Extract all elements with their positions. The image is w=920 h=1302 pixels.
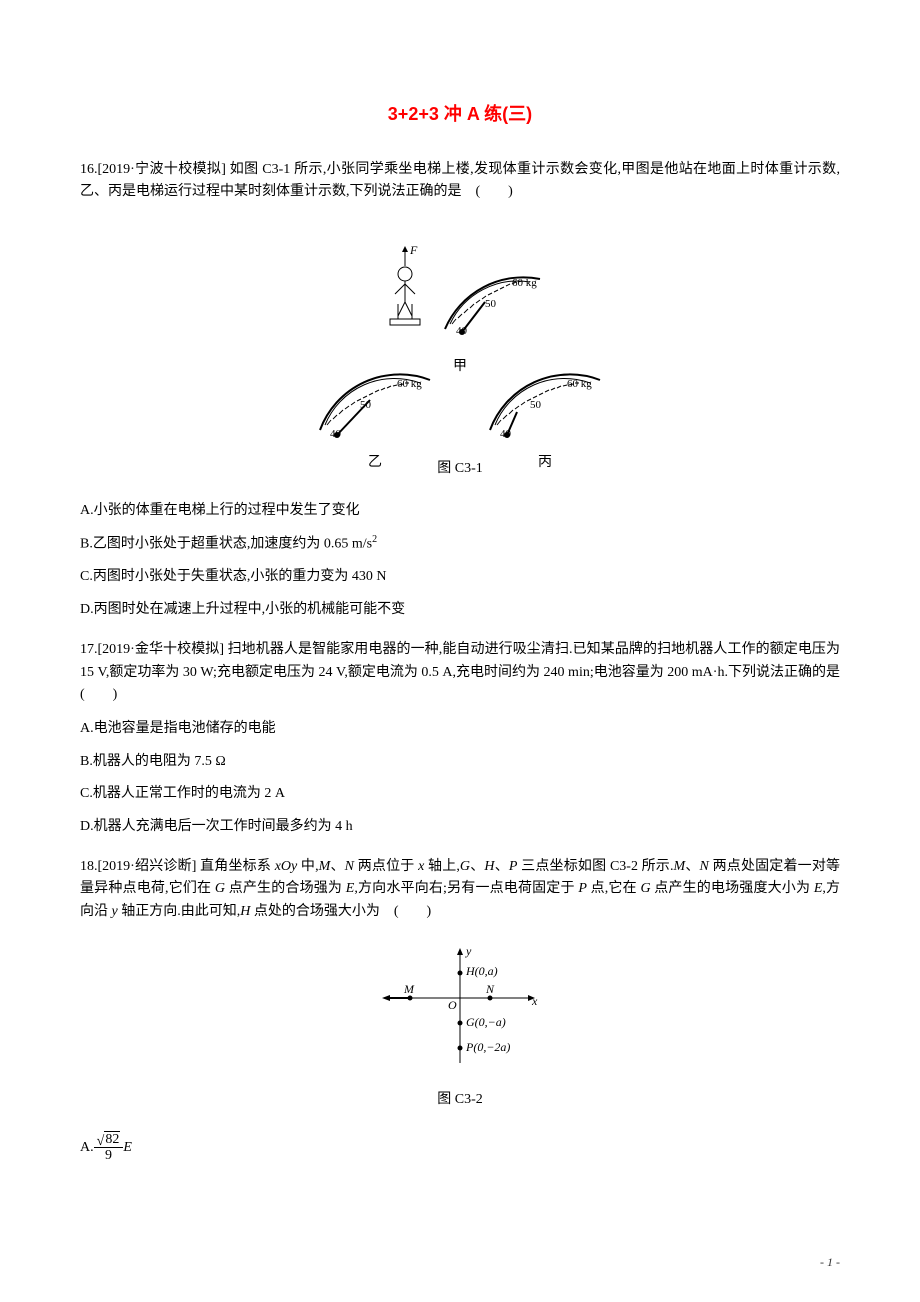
q18-stem: 18.[2019·绍兴诊断] 直角坐标系 xOy 中,M、N 两点位于 x 轴上… xyxy=(80,856,840,923)
svg-text:40: 40 xyxy=(456,325,468,337)
figure-c3-1-caption: 图 C3-1 xyxy=(80,458,840,480)
svg-text:F: F xyxy=(409,243,418,257)
figure-c3-1: F 40 xyxy=(80,224,840,480)
svg-text:x: x xyxy=(531,994,538,1008)
q17-option-b: B.机器人的电阻为 7.5 Ω xyxy=(80,751,840,773)
svg-text:H(0,a): H(0,a) xyxy=(465,964,498,978)
figure-c3-2-caption: 图 C3-2 xyxy=(370,1089,550,1111)
svg-text:N: N xyxy=(485,982,495,996)
gauge-jia-with-person: F 40 xyxy=(370,224,550,344)
q18-option-a: A.829E xyxy=(80,1132,840,1164)
page-title: 3+2+3 冲 A 练(三) xyxy=(80,100,840,129)
svg-text:G(0,−a): G(0,−a) xyxy=(466,1015,506,1029)
q16-option-a: A.小张的体重在电梯上行的过程中发生了变化 xyxy=(80,500,840,522)
q16-stem: 16.[2019·宁波十校模拟] 如图 C3-1 所示,小张同学乘坐电梯上楼,发… xyxy=(80,159,840,204)
svg-text:60 kg: 60 kg xyxy=(512,277,537,289)
svg-text:50: 50 xyxy=(485,298,497,310)
page-number: - 1 - xyxy=(820,1253,840,1272)
gauge-bing: 40 50 60 kg xyxy=(475,350,615,440)
q17-stem: 17.[2019·金华十校模拟] 扫地机器人是智能家用电器的一种,能自动进行吸尘… xyxy=(80,639,840,706)
svg-text:50: 50 xyxy=(360,399,372,411)
svg-text:40: 40 xyxy=(330,428,342,440)
q16-option-d: D.丙图时处在减速上升过程中,小张的机械能可能不变 xyxy=(80,599,840,621)
coordinate-diagram: y x O M N H(0,a) G(0,−a) P(0,−2a) xyxy=(370,943,550,1073)
q17-option-a: A.电池容量是指电池储存的电能 xyxy=(80,718,840,740)
svg-text:M: M xyxy=(403,982,415,996)
q16-option-b: B.乙图时小张处于超重状态,加速度约为 0.65 m/s2 xyxy=(80,532,840,556)
q16-option-c: C.丙图时小张处于失重状态,小张的重力变为 430 N xyxy=(80,566,840,588)
svg-text:50: 50 xyxy=(530,399,542,411)
q17-option-d: D.机器人充满电后一次工作时间最多约为 4 h xyxy=(80,816,840,838)
q17-option-c: C.机器人正常工作时的电流为 2 A xyxy=(80,783,840,805)
svg-text:O: O xyxy=(448,998,457,1012)
gauge-yi: 40 50 60 kg xyxy=(305,350,445,440)
svg-text:40: 40 xyxy=(500,428,512,440)
label-bing: 丙 xyxy=(475,452,615,474)
svg-text:y: y xyxy=(465,944,472,958)
svg-text:60 kg: 60 kg xyxy=(397,378,422,390)
label-yi: 乙 xyxy=(305,452,445,474)
svg-text:60 kg: 60 kg xyxy=(567,378,592,390)
figure-c3-2: y x O M N H(0,a) G(0,−a) P(0,−2a) 图 C3-2 xyxy=(80,943,840,1112)
svg-text:P(0,−2a): P(0,−2a) xyxy=(465,1040,510,1054)
